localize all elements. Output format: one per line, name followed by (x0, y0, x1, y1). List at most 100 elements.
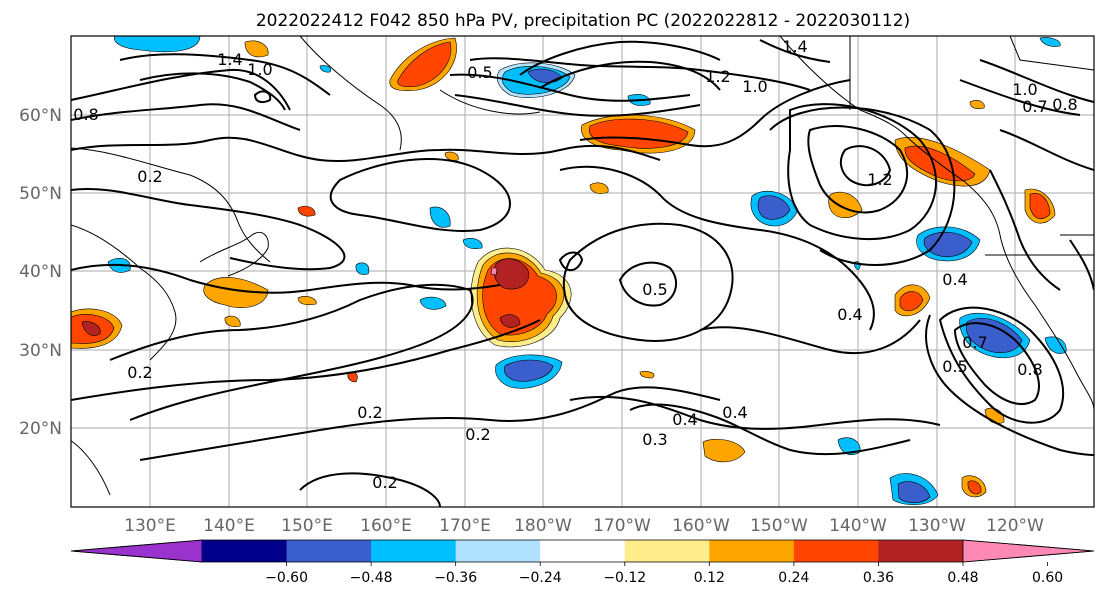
pv-contour (989, 169, 1061, 291)
precip-negative-coast (923, 231, 973, 257)
colorbar-swatch (540, 540, 626, 562)
precip-positive-south (702, 439, 746, 463)
contour-label: 0.2 (127, 363, 152, 382)
precip-negative-small (319, 65, 332, 73)
precip-negative-topleft (114, 36, 201, 53)
colorbar: −0.60 −0.48 −0.36 −0.24 −0.12 0.12 0.24 0.36 0.4… (70, 539, 1095, 586)
pv-contour (469, 57, 811, 91)
pv-contour (699, 319, 921, 355)
pv-contour (807, 125, 909, 214)
precip-positive-small (639, 371, 655, 379)
pv-contour (71, 188, 346, 271)
contour-label: 0.4 (672, 410, 697, 429)
precip-positive-small (444, 151, 459, 161)
precip-negative-small (419, 296, 447, 310)
colorbar-swatch (793, 540, 879, 562)
pv-contours (71, 39, 1094, 507)
coastline-philippines (71, 440, 111, 496)
precip-positive-japan (203, 277, 269, 309)
pv-contour (953, 322, 1040, 405)
colorbar-tick-label: −0.12 (603, 570, 646, 586)
pv-contour (979, 59, 1094, 103)
pv-contour (562, 222, 734, 342)
contour-label: 0.5 (942, 357, 967, 376)
contour-label: 0.5 (642, 280, 667, 299)
colorbar-tick-label: −0.24 (519, 570, 562, 586)
pv-contour (519, 40, 721, 76)
coastline-japan (199, 231, 269, 277)
contour-label: 1.4 (217, 50, 242, 69)
precip-negative-small (355, 262, 370, 275)
colorbar-tick-label: −0.48 (350, 570, 393, 586)
map-title: 2022022412 F042 850 hPa PV, precipitatio… (256, 11, 910, 31)
pv-contour (71, 103, 301, 131)
contour-label: 0.8 (73, 105, 98, 124)
lat-label: 60°N (19, 106, 62, 126)
lat-label: 40°N (19, 262, 62, 282)
contour-label: 0.4 (837, 305, 862, 324)
latitude-labels: 60°N 50°N 40°N 30°N 20°N (19, 106, 62, 439)
contour-label: 0.2 (357, 403, 382, 422)
precip-negative-central (503, 359, 554, 382)
precip-positive-small (297, 205, 316, 217)
pv-contour (71, 68, 291, 111)
pv-contour (539, 60, 721, 91)
contour-label: 0.4 (722, 403, 747, 422)
pv-contour (999, 129, 1094, 171)
pv-contour (329, 158, 511, 232)
map-frame (70, 35, 1095, 508)
lon-label: 120°W (986, 516, 1044, 536)
pv-contour (925, 314, 1094, 456)
precip-positive-small (297, 296, 317, 306)
precip-negative-small (462, 238, 483, 250)
contour-label: 0.7 (1022, 97, 1047, 116)
pv-contour (71, 263, 501, 294)
coastline-westcoast (999, 234, 1094, 411)
pv-contour (559, 165, 875, 331)
colorbar-tick-label: 0.24 (778, 570, 809, 586)
colorbar-swatch (455, 540, 541, 562)
precip-positive-small (967, 480, 982, 495)
precip-negative-small (429, 206, 451, 228)
precip-negative-small (1039, 37, 1061, 47)
lon-label: 130°E (124, 516, 176, 536)
colorbar-extend-max (962, 539, 1095, 563)
pv-contour (119, 53, 331, 96)
pv-contour (139, 72, 286, 111)
pv-contour (839, 145, 892, 187)
pv-contour (71, 319, 541, 401)
precip-positive-small (244, 40, 269, 58)
colorbar-swatch (202, 540, 288, 562)
colorbar-extend-min (70, 539, 203, 563)
colorbar-tick-label: 0.48 (947, 570, 978, 586)
lon-label: 170°E (439, 516, 491, 536)
colorbar-outline (70, 539, 1095, 563)
precip-positive-core (499, 314, 521, 328)
pv-contour (759, 39, 831, 63)
contour-label: 1.4 (782, 37, 807, 56)
precip-negative-southeast (965, 318, 1023, 353)
pv-contour (1069, 239, 1094, 291)
colorbar-tick-label: −0.36 (434, 570, 477, 586)
pv-contour (299, 472, 441, 507)
contour-label: 1.2 (705, 67, 730, 86)
precip-negative-small (1044, 336, 1067, 354)
lon-label: 150°W (750, 516, 808, 536)
contour-label: 0.8 (1017, 360, 1042, 379)
colorbar-tick-label: 0.60 (1032, 570, 1063, 586)
pv-contour (139, 386, 721, 461)
precip-positive-coast (1029, 192, 1051, 220)
lat-label: 50°N (19, 184, 62, 204)
coastline-asia (71, 147, 271, 263)
precip-positive-west-core (81, 321, 101, 336)
colorbar-swatch (371, 540, 457, 562)
coastlines (71, 36, 1094, 496)
pv-contour (579, 79, 851, 148)
lon-label: 140°W (829, 516, 887, 536)
lat-label: 30°N (19, 341, 62, 361)
coastline-aleutian (439, 89, 541, 115)
lon-label: 180°W (514, 516, 572, 536)
precip-positive-core (493, 258, 529, 290)
precip-positive-east (899, 291, 924, 312)
pv-contour (959, 79, 1081, 116)
